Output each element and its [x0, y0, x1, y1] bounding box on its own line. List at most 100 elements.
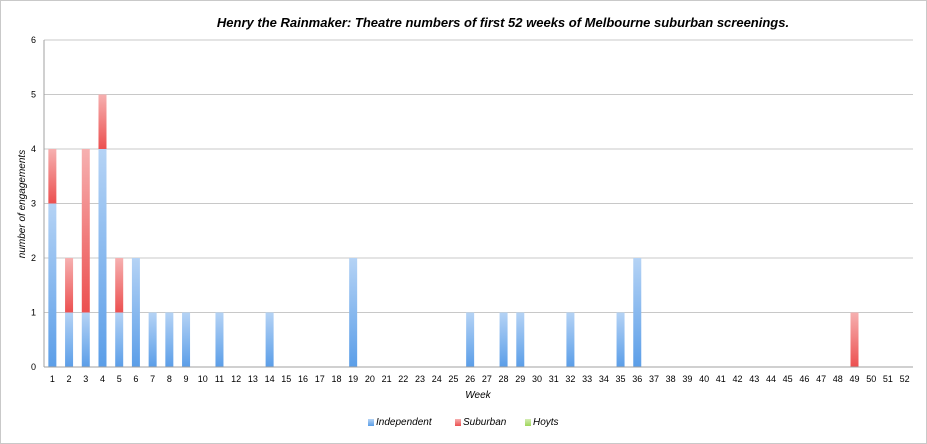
x-tick-label: 40: [699, 374, 709, 384]
x-tick-label: 52: [900, 374, 910, 384]
bar-suburban-week-49: [850, 312, 859, 367]
x-tick-label: 39: [682, 374, 692, 384]
bar-independent-week-4: [98, 149, 107, 367]
x-tick-label: 23: [415, 374, 425, 384]
x-tick-label: 16: [298, 374, 308, 384]
y-tick-label: 0: [31, 362, 36, 372]
x-tick-label: 8: [167, 374, 172, 384]
x-tick-label: 12: [231, 374, 241, 384]
bar-independent-week-32: [566, 312, 575, 367]
x-tick-label: 34: [599, 374, 609, 384]
bar-independent-week-8: [165, 312, 174, 367]
bar-independent-week-19: [349, 258, 358, 367]
gridlines: [44, 39, 913, 368]
x-tick-label: 44: [766, 374, 776, 384]
legend: Independent Suburban Hoyts: [368, 417, 559, 428]
x-tick-label: 37: [649, 374, 659, 384]
y-tick-label: 3: [31, 199, 36, 209]
bar-suburban-week-5: [115, 258, 124, 313]
y-tick-labels: 0 1 2 3 4 5 6: [31, 35, 36, 372]
bars: [48, 94, 859, 367]
x-tick-label: 31: [549, 374, 559, 384]
bar-independent-week-28: [499, 312, 508, 367]
x-tick-label: 41: [716, 374, 726, 384]
bar-suburban-week-2: [65, 258, 74, 313]
y-tick-label: 1: [31, 308, 36, 318]
legend-swatch-independent: [368, 419, 374, 426]
y-tick-label: 2: [31, 253, 36, 263]
x-tick-label: 25: [448, 374, 458, 384]
x-tick-label: 48: [833, 374, 843, 384]
bar-independent-week-9: [182, 312, 191, 367]
x-tick-label: 24: [432, 374, 442, 384]
x-tick-label: 33: [582, 374, 592, 384]
x-tick-label: 5: [117, 374, 122, 384]
x-tick-label: 50: [866, 374, 876, 384]
x-axis-title: Week: [465, 390, 491, 401]
legend-label-suburban: Suburban: [463, 417, 507, 428]
y-tick-label: 4: [31, 144, 36, 154]
x-tick-label: 22: [398, 374, 408, 384]
x-tick-label: 20: [365, 374, 375, 384]
x-tick-label: 7: [150, 374, 155, 384]
y-tick-label: 5: [31, 90, 36, 100]
x-tick-label: 28: [499, 374, 509, 384]
x-tick-label: 27: [482, 374, 492, 384]
bar-independent-week-14: [265, 312, 274, 367]
chart-title: Henry the Rainmaker: Theatre numbers of …: [217, 15, 789, 30]
bar-independent-week-6: [131, 258, 140, 367]
bar-independent-week-35: [616, 312, 625, 367]
bar-independent-week-2: [65, 312, 74, 367]
x-tick-label: 2: [67, 374, 72, 384]
x-tick-label: 45: [783, 374, 793, 384]
x-tick-label: 43: [749, 374, 759, 384]
x-tick-label: 30: [532, 374, 542, 384]
x-tick-label: 9: [184, 374, 189, 384]
x-tick-label: 32: [565, 374, 575, 384]
x-tick-label: 21: [382, 374, 392, 384]
x-tick-label: 51: [883, 374, 893, 384]
x-tick-label: 4: [100, 374, 105, 384]
bar-independent-week-11: [215, 312, 224, 367]
x-tick-label: 19: [348, 374, 358, 384]
y-tick-label: 6: [31, 35, 36, 45]
x-tick-labels: 1 2 3 4 5 6 7 8 9 10 11 12 13 14 15 16 17 18 19 20 21 22 23 24 2…: [50, 374, 910, 384]
x-tick-label: 47: [816, 374, 826, 384]
x-tick-label: 17: [315, 374, 325, 384]
bar-independent-week-26: [466, 312, 475, 367]
legend-label-hoyts: Hoyts: [533, 417, 559, 428]
x-tick-label: 15: [281, 374, 291, 384]
bar-independent-week-7: [148, 312, 157, 367]
x-tick-label: 1: [50, 374, 55, 384]
y-axis-title: number of engagements: [17, 150, 28, 258]
x-tick-label: 29: [515, 374, 525, 384]
bar-independent-week-3: [81, 312, 90, 367]
x-tick-label: 14: [265, 374, 275, 384]
axes: [43, 40, 913, 368]
bar-independent-week-1: [48, 203, 57, 367]
legend-swatch-suburban: [455, 419, 461, 426]
x-tick-label: 36: [632, 374, 642, 384]
legend-label-independent: Independent: [376, 417, 433, 428]
x-tick-label: 38: [666, 374, 676, 384]
bar-suburban-week-3: [81, 149, 90, 313]
x-tick-label: 46: [799, 374, 809, 384]
bar-independent-week-29: [516, 312, 525, 367]
bar-suburban-week-4: [98, 94, 107, 149]
x-tick-label: 18: [331, 374, 341, 384]
x-tick-label: 49: [850, 374, 860, 384]
x-tick-label: 3: [83, 374, 88, 384]
bar-suburban-week-1: [48, 149, 57, 204]
x-tick-label: 35: [616, 374, 626, 384]
x-tick-label: 42: [733, 374, 743, 384]
x-tick-label: 6: [133, 374, 138, 384]
legend-swatch-hoyts: [525, 419, 531, 426]
bar-independent-week-36: [633, 258, 642, 367]
x-tick-label: 11: [215, 374, 224, 384]
x-tick-label: 13: [248, 374, 258, 384]
x-tick-label: 10: [198, 374, 208, 384]
x-tick-label: 26: [465, 374, 475, 384]
bar-independent-week-5: [115, 312, 124, 367]
